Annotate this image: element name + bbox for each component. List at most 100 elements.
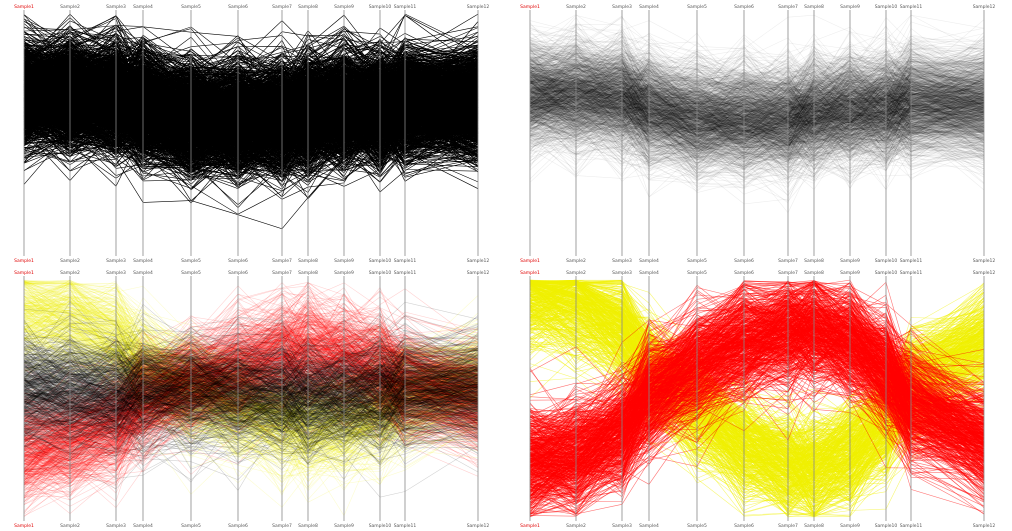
series-line [529, 84, 985, 154]
axis-label-top: Sample7 [272, 4, 292, 10]
series-line [23, 331, 479, 484]
series-line [529, 92, 985, 161]
series-line [23, 305, 479, 465]
series-line [529, 58, 985, 116]
series-line [529, 86, 985, 146]
series-line [529, 74, 985, 158]
series-line [529, 101, 985, 169]
series-line [529, 67, 985, 139]
series-line [529, 42, 985, 125]
series-line [529, 41, 985, 105]
series-line [529, 53, 985, 125]
series-line [23, 282, 479, 426]
series-line [529, 79, 985, 167]
series-line [529, 94, 985, 145]
series-line [529, 104, 985, 166]
series-line [529, 98, 985, 138]
series-line [529, 59, 985, 105]
series-line [529, 79, 985, 113]
series-line [529, 90, 985, 149]
series-line [23, 333, 479, 462]
series-line [23, 360, 479, 492]
series-line [529, 67, 985, 152]
series-line [529, 55, 985, 137]
series-line [529, 129, 985, 179]
series-line [23, 355, 479, 491]
series-line [529, 87, 985, 130]
series-line [529, 62, 985, 120]
series-line [23, 377, 479, 428]
series-line [529, 99, 985, 183]
series-line [23, 335, 479, 477]
series-line [23, 297, 479, 438]
series-line [529, 47, 985, 111]
series-line [529, 86, 985, 142]
series-line [529, 85, 985, 152]
series-line [529, 67, 985, 131]
series-line [23, 363, 479, 428]
series-line [23, 322, 479, 456]
series-line [23, 318, 479, 444]
series-line [529, 39, 985, 110]
axis-label-bottom: Sample7 [272, 523, 292, 529]
series-line [23, 386, 479, 488]
series-line [529, 55, 985, 104]
series-line [529, 33, 985, 115]
series-line [529, 58, 985, 145]
series-line [529, 70, 985, 138]
series-line [23, 282, 479, 411]
series-line [23, 283, 479, 420]
series-line [529, 48, 985, 129]
series-line [23, 351, 479, 464]
series-line [529, 60, 985, 138]
series-line [23, 337, 479, 469]
series-line [529, 43, 985, 102]
series-line [529, 108, 985, 191]
series-line [23, 369, 479, 487]
series-line [529, 66, 985, 135]
series-line [23, 352, 479, 485]
series-line [529, 45, 985, 142]
series-line [529, 52, 985, 132]
series-line [529, 34, 985, 99]
series-line [23, 304, 479, 422]
axis-label-top: Sample3 [106, 270, 126, 276]
series-line [529, 83, 985, 155]
series-line [529, 112, 985, 191]
series-line [529, 88, 985, 152]
series-line [529, 48, 985, 117]
series-line [23, 322, 479, 454]
series-line [23, 334, 479, 456]
series-line [529, 80, 985, 157]
series-line [23, 306, 479, 429]
axis-label-top: Sample10 [369, 4, 392, 10]
series-line [529, 81, 985, 118]
series-line [23, 317, 479, 475]
series-line [529, 65, 985, 133]
series-line [529, 83, 985, 159]
series-line [23, 351, 479, 468]
axis-label-bottom: Sample11 [394, 258, 417, 264]
series-line [529, 70, 985, 155]
series-line [529, 73, 985, 121]
series-line [529, 86, 985, 146]
axis-label-bottom: Sample11 [900, 258, 923, 264]
series-line [529, 111, 985, 171]
series-line [529, 41, 985, 102]
series-line [23, 316, 479, 446]
series-line [529, 75, 985, 136]
series-line [529, 83, 985, 165]
series-line [529, 105, 985, 150]
series-line [23, 329, 479, 462]
axis-label-top: Sample12 [467, 270, 490, 276]
series-line [23, 338, 479, 429]
series-line [23, 336, 479, 460]
series-line [529, 73, 985, 123]
series-line [529, 109, 985, 165]
series-line [529, 54, 985, 111]
series-line [529, 82, 985, 153]
series-line [23, 349, 479, 480]
series-line [529, 48, 985, 101]
series-line [23, 342, 479, 503]
series-line [23, 307, 479, 461]
